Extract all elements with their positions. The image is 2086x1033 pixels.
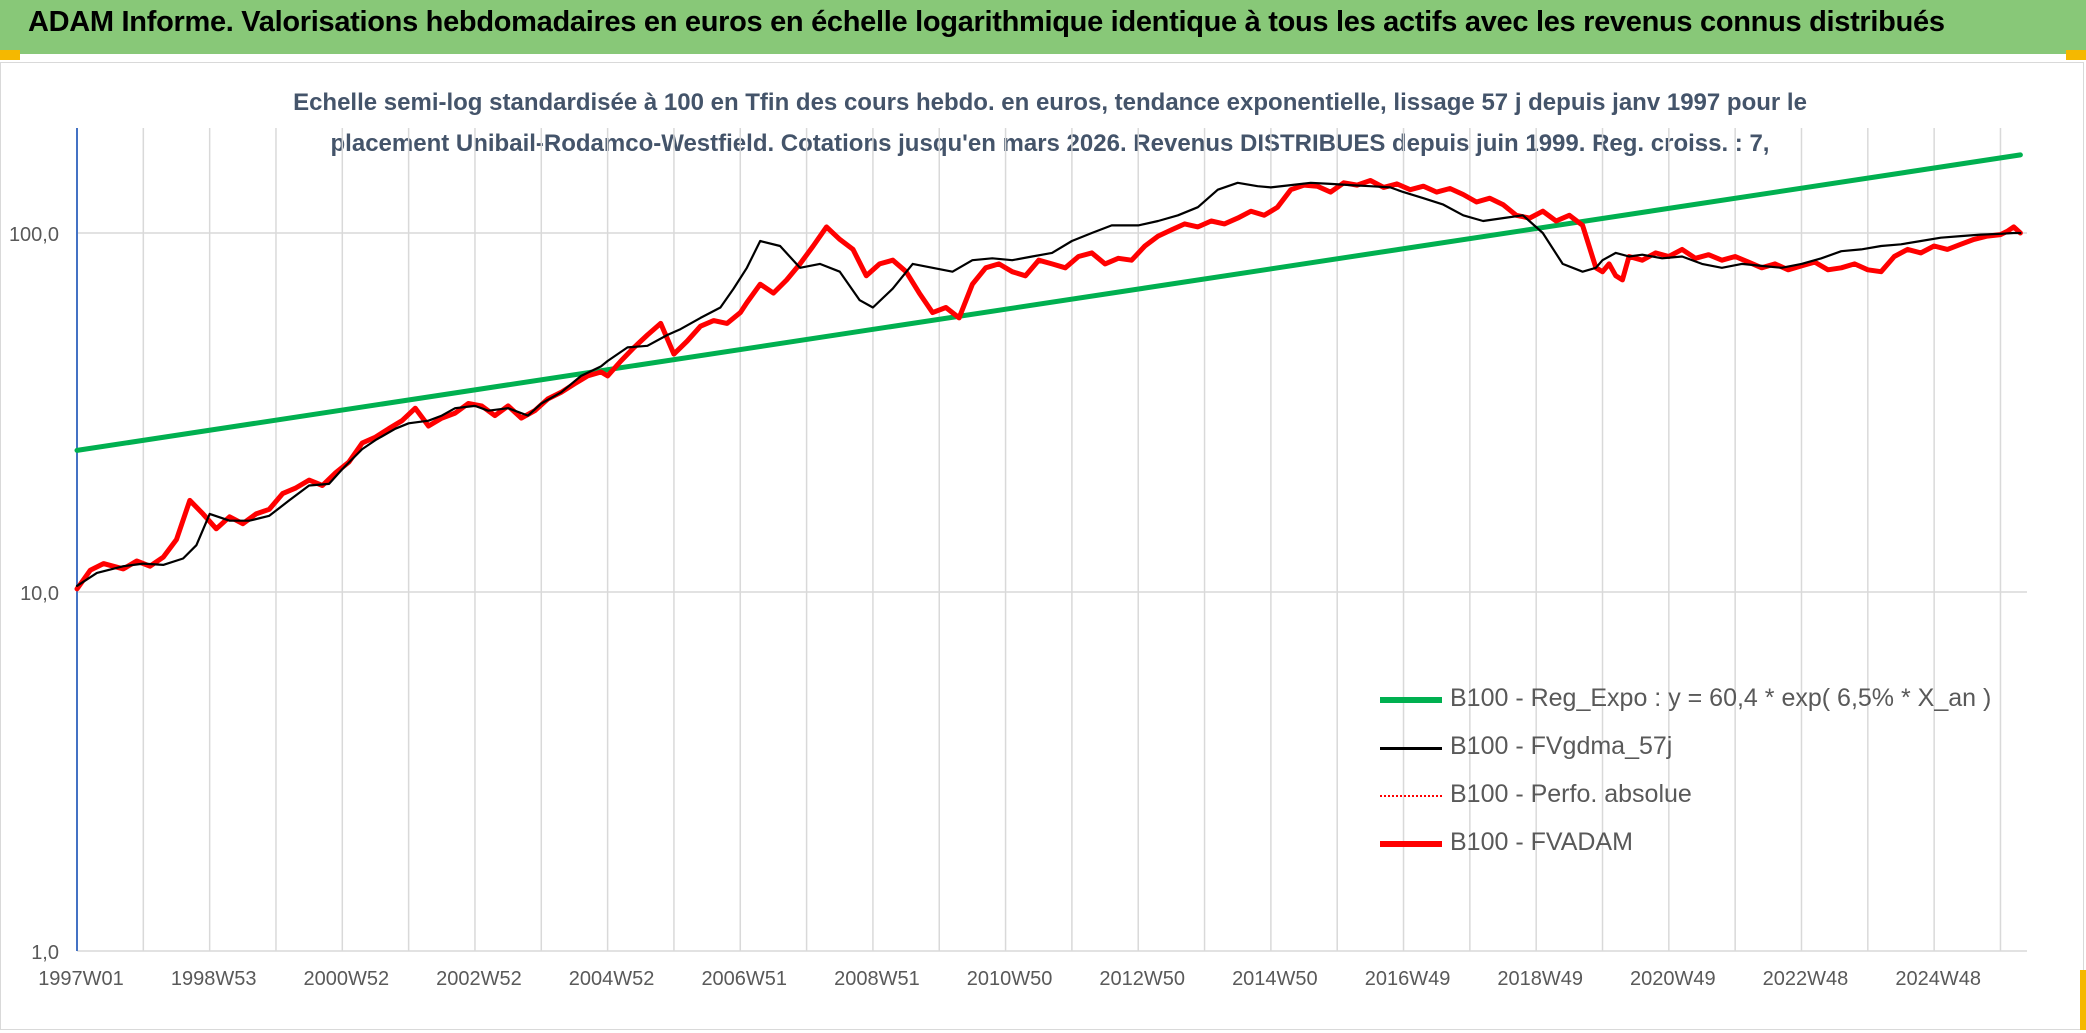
x-tick-label: 2012W50 (1099, 968, 1185, 990)
legend-item-reg-expo: B100 - Reg_Expo : y = 60,4 * exp( 6,5% *… (1380, 680, 2000, 720)
series-layer (74, 152, 2023, 592)
y-tick-label: 10,0 (20, 583, 59, 605)
axis-layer: 1,0 10,0 100,0 1997W01 1998W53 2000W52 2002W52… (9, 128, 1981, 990)
legend-label-fvadam: B100 - FVADAM (1450, 828, 1633, 856)
x-tick-label: 2014W50 (1232, 968, 1318, 990)
x-tick-label: 2020W49 (1630, 968, 1716, 990)
x-tick-label: 2010W50 (967, 968, 1053, 990)
corner-marker-bottom-right (2080, 970, 2086, 1030)
legend-label-reg-expo: B100 - Reg_Expo : y = 60,4 * exp( 6,5% *… (1450, 684, 1992, 712)
legend-label-perfo-absolue: B100 - Perfo. absolue (1450, 780, 1692, 808)
legend-swatch-fvadam (1380, 841, 1442, 847)
chart-subtitle-line2: placement Unibail-Rodamco-Westfield. Cot… (330, 130, 1770, 157)
x-tick-label: 2004W52 (569, 968, 655, 990)
page-title: ADAM Informe. Valorisations hebdomadaire… (28, 6, 1945, 38)
y-tick-label: 1,0 (31, 942, 59, 964)
series-line-fvadam (74, 178, 2023, 592)
legend-swatch-perfo-absolue (1380, 795, 1442, 797)
x-tick-label: 2024W48 (1895, 968, 1981, 990)
x-tick-label: 2000W52 (303, 968, 389, 990)
x-tick-label: 1997W01 (38, 968, 124, 990)
header-banner: ADAM Informe. Valorisations hebdomadaire… (0, 0, 2086, 54)
x-tick-label: 2008W51 (834, 968, 920, 990)
chart-frame (0, 62, 2084, 1030)
x-tick-label: 2018W49 (1497, 968, 1583, 990)
x-tick-label: 2016W49 (1365, 968, 1451, 990)
legend-item-perfo-absolue: B100 - Perfo. absolue (1380, 776, 2000, 816)
series-line-fvgdma (75, 181, 2022, 587)
x-tick-label: 2002W52 (436, 968, 522, 990)
legend-swatch-reg-expo (1380, 697, 1442, 703)
series-line-reg-expo (74, 152, 2023, 453)
legend-item-fvgdma: B100 - FVgdma_57j (1380, 728, 2000, 768)
x-tick-label: 2022W48 (1763, 968, 1849, 990)
x-tick-label: 2006W51 (701, 968, 787, 990)
legend-item-fvadam: B100 - FVADAM (1380, 824, 2000, 864)
x-tick-label: 1998W53 (171, 968, 257, 990)
grid-layer (77, 128, 2027, 952)
chart-legend: B100 - Reg_Expo : y = 60,4 * exp( 6,5% *… (1380, 680, 2000, 880)
chart-subtitle-line1: Echelle semi-log standardisée à 100 en T… (293, 89, 1807, 116)
corner-marker-right (2066, 50, 2086, 60)
corner-marker-left (0, 50, 20, 60)
legend-label-fvgdma: B100 - FVgdma_57j (1450, 732, 1673, 760)
legend-swatch-fvgdma (1380, 747, 1442, 750)
y-tick-label: 100,0 (9, 224, 59, 246)
